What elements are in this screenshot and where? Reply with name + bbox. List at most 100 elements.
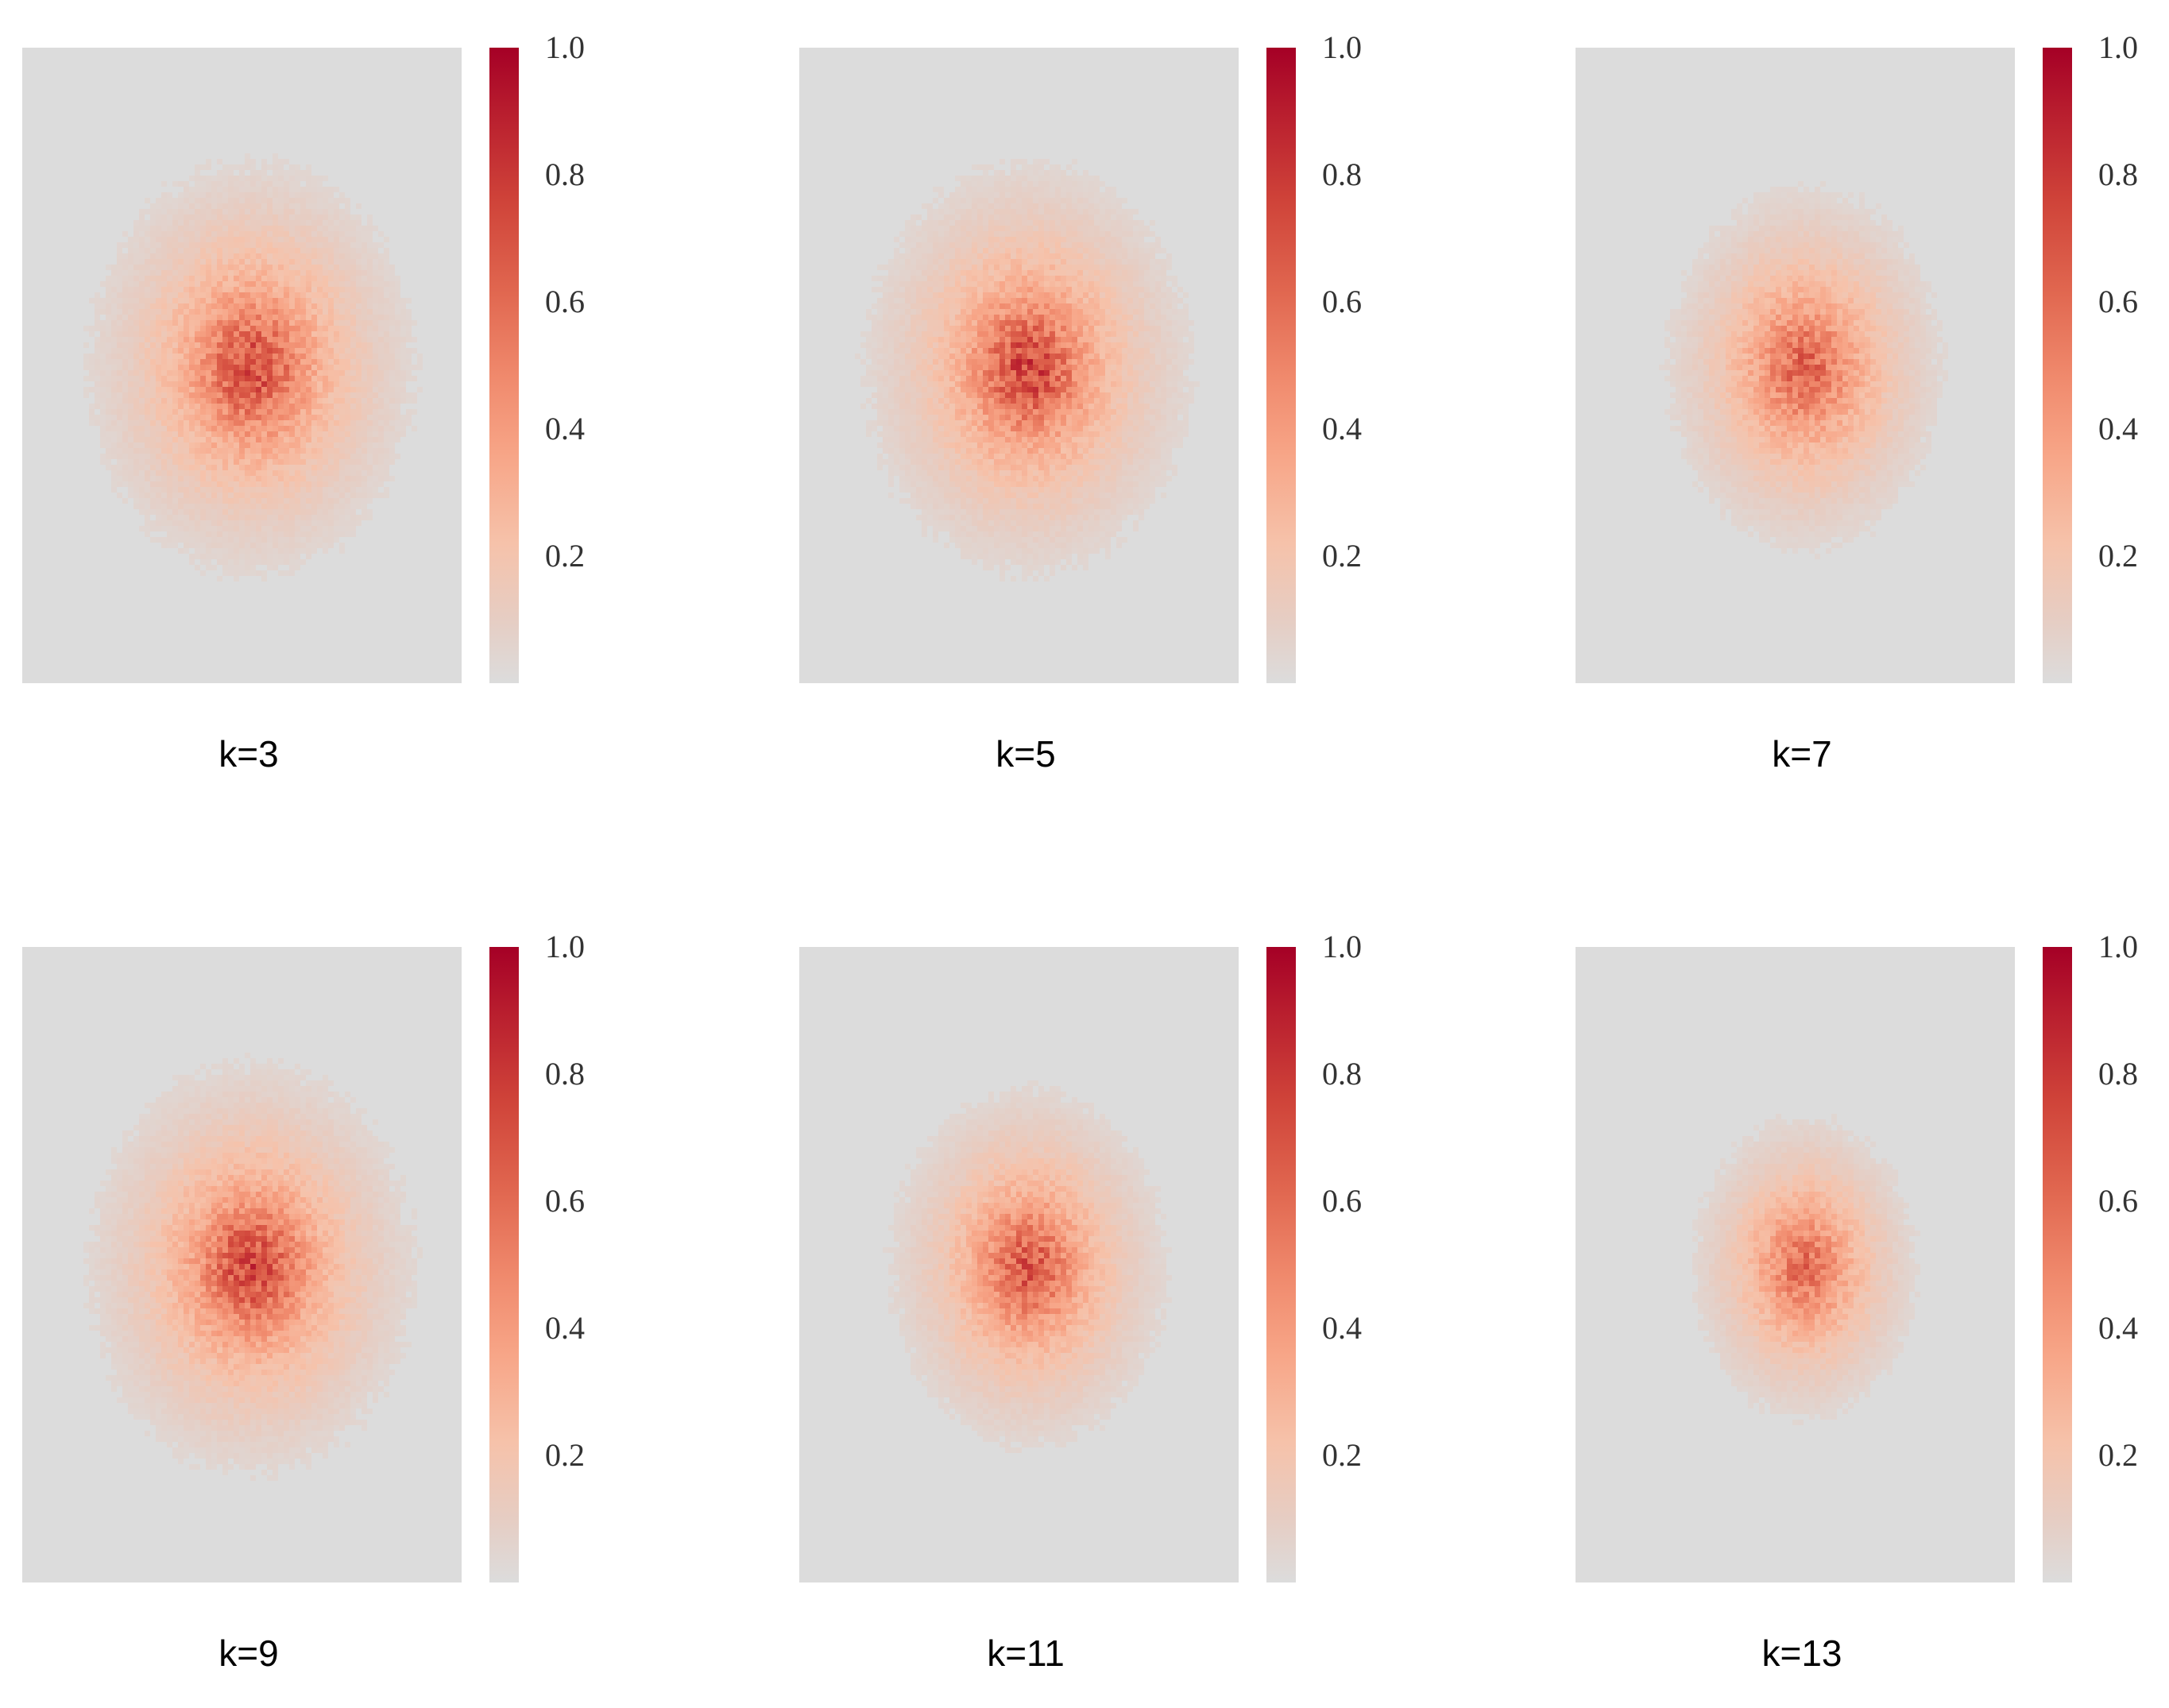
heatmap-cell — [289, 448, 295, 454]
heatmap-cell — [122, 292, 128, 298]
heatmap-cell — [350, 365, 356, 370]
heatmap-cell — [217, 231, 222, 237]
heatmap-cell — [927, 326, 933, 331]
heatmap-cell — [999, 315, 1005, 320]
heatmap-cell — [178, 448, 184, 454]
heatmap-cell — [373, 348, 378, 354]
heatmap-cell — [362, 226, 367, 231]
heatmap-cell — [184, 520, 189, 526]
heatmap-cell — [911, 242, 916, 248]
heatmap-cell — [966, 309, 972, 315]
heatmap-cell — [373, 370, 378, 376]
heatmap-cell — [289, 526, 295, 531]
heatmap-cell — [289, 392, 295, 398]
heatmap-cell — [356, 253, 362, 259]
heatmap-cell — [289, 559, 295, 565]
heatmap-cell — [362, 320, 367, 326]
heatmap-cell — [167, 226, 172, 231]
heatmap-cell — [1066, 276, 1072, 281]
heatmap-cell — [378, 348, 384, 354]
heatmap-cell — [378, 309, 384, 315]
heatmap-cell — [133, 409, 139, 415]
heatmap-cell — [195, 276, 200, 281]
heatmap-cell — [250, 459, 256, 465]
heatmap-cell — [200, 359, 206, 365]
heatmap-cell — [983, 176, 988, 181]
heatmap-cell — [367, 354, 373, 359]
heatmap-cell — [1072, 248, 1077, 253]
heatmap-cell — [1094, 248, 1100, 253]
heatmap-cell — [284, 493, 289, 498]
heatmap-cell — [1077, 320, 1083, 326]
heatmap-cell — [317, 504, 323, 509]
heatmap-cell — [156, 326, 161, 331]
heatmap-cell — [234, 214, 239, 220]
heatmap-cell — [167, 454, 172, 459]
heatmap-cell — [1066, 226, 1072, 231]
heatmap-cell — [139, 509, 145, 515]
heatmap-cell — [278, 287, 284, 292]
colorbar — [489, 48, 519, 683]
heatmap-cell — [161, 220, 167, 226]
heatmap-cell — [1050, 176, 1055, 181]
heatmap-cell — [1105, 303, 1111, 309]
heatmap-cell — [306, 259, 311, 265]
heatmap-cell — [133, 331, 139, 337]
heatmap-cell — [145, 326, 150, 331]
heatmap-cell — [178, 476, 184, 481]
heatmap-cell — [994, 209, 999, 214]
heatmap-plot — [799, 48, 1239, 683]
heatmap-cell — [161, 270, 167, 276]
heatmap-cell — [345, 198, 350, 203]
heatmap-cell — [356, 331, 362, 337]
heatmap-cell — [1038, 231, 1044, 237]
heatmap-cell — [289, 292, 295, 298]
heatmap-cell — [222, 398, 228, 404]
heatmap-cell — [189, 476, 195, 481]
heatmap-cell — [1072, 192, 1077, 198]
heatmap-cell — [295, 315, 300, 320]
heatmap-cell — [289, 309, 295, 315]
heatmap-cell — [972, 237, 977, 242]
heatmap-cell — [949, 226, 955, 231]
heatmap-cell — [362, 376, 367, 381]
heatmap-cell — [222, 359, 228, 365]
heatmap-cell — [172, 220, 178, 226]
heatmap-cell — [949, 198, 955, 203]
heatmap-cell — [133, 504, 139, 509]
heatmap-cell — [189, 292, 195, 298]
heatmap-cell — [161, 526, 167, 531]
heatmap-cell — [122, 231, 128, 237]
heatmap-cell — [145, 420, 150, 426]
heatmap-cell — [1033, 214, 1038, 220]
heatmap-cell — [289, 287, 295, 292]
heatmap-cell — [167, 415, 172, 420]
heatmap-cell — [972, 342, 977, 348]
heatmap-cell — [1061, 270, 1066, 276]
heatmap-cell — [1050, 287, 1055, 292]
heatmap-cell — [139, 420, 145, 426]
heatmap-cell — [916, 248, 922, 253]
heatmap-cell — [1083, 248, 1088, 253]
heatmap-cell — [323, 342, 328, 348]
heatmap-cell — [195, 342, 200, 348]
heatmap-cell — [133, 226, 139, 231]
heatmap-cell — [972, 331, 977, 337]
heatmap-cell — [1150, 231, 1155, 237]
heatmap-cell — [378, 303, 384, 309]
heatmap-cell — [234, 420, 239, 426]
heatmap-cell — [295, 242, 300, 248]
heatmap-cell — [122, 437, 128, 442]
heatmap-cell — [133, 359, 139, 365]
heatmap-cell — [128, 253, 133, 259]
heatmap-cell — [1111, 226, 1116, 231]
heatmap-cell — [983, 315, 988, 320]
heatmap-cell — [922, 281, 927, 287]
heatmap-cell — [961, 220, 966, 226]
heatmap-cell — [256, 520, 261, 526]
heatmap-cell — [245, 331, 250, 337]
heatmap-cell — [206, 303, 211, 309]
heatmap-cell — [256, 237, 261, 242]
heatmap-cell — [150, 270, 156, 276]
heatmap-cell — [284, 354, 289, 359]
